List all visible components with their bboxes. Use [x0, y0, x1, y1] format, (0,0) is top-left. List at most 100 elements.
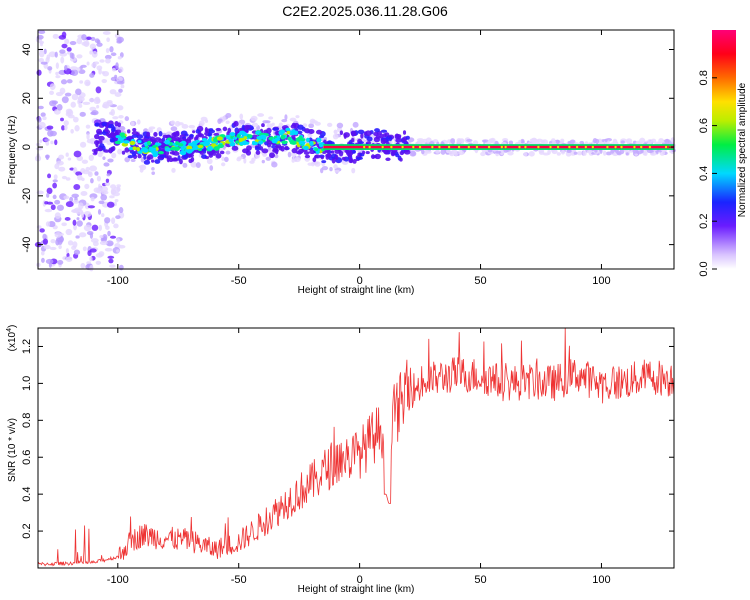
spectrogram-cell: [253, 141, 258, 146]
x-tick-label: 100: [592, 574, 610, 586]
spectrogram-cell: [171, 150, 175, 156]
spectrogram-cell: [99, 240, 108, 246]
spectrogram-cell: [254, 146, 261, 151]
spectrogram-cell: [225, 120, 230, 125]
x-tick-label: 50: [474, 275, 486, 287]
spectrogram-cell: [172, 131, 180, 138]
spectrogram-cell: [65, 228, 73, 236]
spectrogram-cell: [124, 156, 131, 163]
spectrogram-cell: [117, 56, 122, 60]
spectrogram-cell: [440, 148, 446, 155]
spectrogram-cell: [98, 68, 102, 75]
spectrogram-cell: [275, 150, 279, 155]
spectrogram-cell: [55, 62, 59, 69]
spectrogram-cell: [70, 66, 78, 71]
spectrogram-cell: [103, 149, 110, 153]
spectrogram-cell: [77, 98, 81, 105]
spectrogram-cell: [251, 157, 256, 162]
spectrogram-cell: [306, 137, 310, 143]
snr-ylabel: SNR (10 * v/v): [7, 418, 18, 482]
spectrogram-cell: [320, 156, 324, 160]
spectrogram-cell: [86, 36, 92, 41]
spectrogram-cell: [109, 137, 115, 143]
spectrogram-cell: [399, 157, 403, 162]
figure-title: C2E2.2025.036.11.28.G06: [282, 3, 448, 19]
spectrogram-cell: [177, 143, 184, 147]
spectrogram-cell: [89, 264, 94, 272]
spectrogram-cell: [57, 260, 64, 265]
spectrogram-cell: [60, 56, 65, 64]
spectrogram-cell: [117, 148, 123, 155]
spectrogram-cell: [119, 132, 124, 137]
spectrogram-cell: [104, 182, 111, 187]
x-tick-label: -100: [107, 275, 129, 287]
spectrogram-cell: [98, 200, 105, 205]
spectrogram-cell: [221, 156, 225, 161]
spectrogram-cell: [284, 145, 289, 151]
spectrogram-cell: [298, 148, 304, 154]
spectrogram-cell: [123, 140, 130, 144]
ridge-peak: [431, 145, 434, 149]
spectrogram-cell: [385, 157, 391, 162]
spectrogram-cell: [57, 238, 63, 246]
spectrogram-cell: [259, 146, 264, 151]
spectrogram-cell: [71, 93, 79, 101]
spectrogram-cell: [221, 162, 226, 167]
spectrogram-cell: [61, 175, 68, 180]
spectrogram-cell: [179, 150, 187, 156]
spectrogram-cell: [43, 48, 47, 55]
spectrogram-cell: [120, 84, 125, 89]
spectrogram-cell: [304, 154, 311, 159]
spectrogram-cell: [560, 138, 565, 143]
spectrogram-cell: [100, 186, 109, 193]
spectrogram-cell: [291, 148, 298, 154]
spectrogram-cell: [241, 131, 247, 136]
spectrogram-cell: [556, 152, 561, 156]
spectrogram-cell: [67, 240, 74, 246]
spectrogram-cell: [49, 100, 57, 107]
spectrogram-cell: [64, 38, 70, 45]
spectrogram-cell: [380, 129, 388, 133]
spectrogram-cell: [69, 196, 74, 203]
spectrogram-cell: [399, 151, 405, 156]
spectrogram-cell: [189, 133, 194, 138]
spectrogram-cell: [72, 241, 78, 248]
spectrogram-cell: [181, 124, 189, 129]
spectrogram-cell: [78, 103, 83, 108]
spectrogram-cell: [153, 131, 158, 137]
spectrogram-cell: [357, 129, 365, 135]
spectrogram-cell: [54, 199, 61, 205]
spectrogram-cell: [101, 79, 107, 84]
ridge-peak: [487, 145, 491, 149]
spectrogram-cell: [130, 121, 135, 127]
spectrogram-cell: [140, 156, 145, 163]
ridge-peak: [606, 145, 609, 149]
spectrogram-cell: [80, 191, 88, 196]
spectrogram-cell: [384, 151, 390, 155]
spectrogram-cell: [658, 138, 664, 144]
spectrogram-cell: [290, 124, 297, 129]
spectrogram-cell: [405, 135, 410, 140]
spectrogram-cell: [81, 177, 85, 182]
spectrogram-body: [34, 30, 676, 272]
spectrogram-cell: [289, 117, 297, 122]
ridge-peak: [504, 145, 507, 149]
spectrogram-cell: [217, 118, 222, 124]
spectrogram-cell: [72, 219, 77, 226]
spectrogram-cell: [95, 86, 102, 94]
spectrogram-cell: [78, 69, 86, 75]
spectrogram-cell: [243, 124, 251, 130]
spectrogram-cell: [255, 150, 261, 155]
spectrogram-cell: [94, 122, 100, 127]
spectrogram-cell: [54, 139, 58, 146]
spectrogram-cell: [42, 233, 47, 240]
spectrogram-cell: [118, 66, 124, 73]
spectrogram-cell: [250, 115, 258, 122]
spectrogram-cell: [73, 150, 82, 158]
spectrogram-cell: [360, 133, 364, 139]
spectrogram-cell: [139, 168, 144, 173]
spectrogram-cell: [111, 67, 116, 72]
spectrogram-cell: [177, 122, 184, 126]
spectrogram-cell: [61, 96, 69, 104]
spectrogram-cell: [80, 262, 86, 269]
